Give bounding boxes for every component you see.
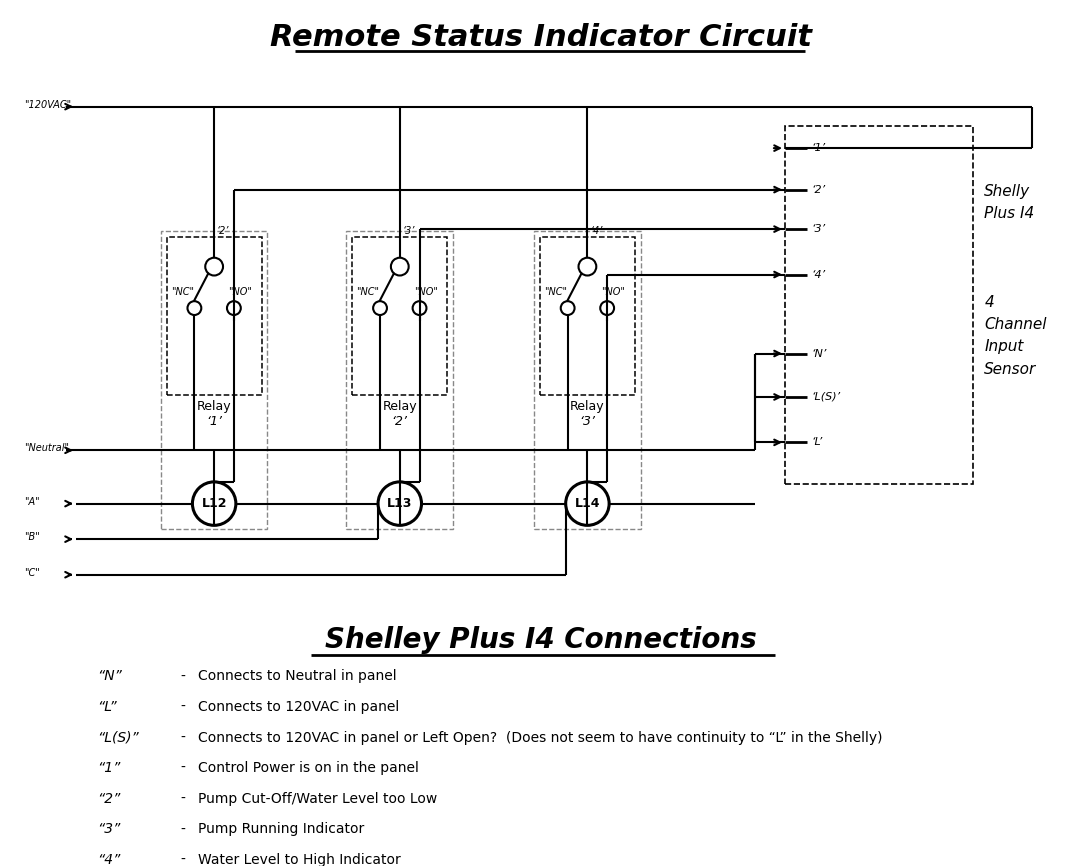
- Text: -: -: [181, 823, 185, 837]
- Text: ‘2’: ‘2’: [812, 184, 826, 195]
- Text: "B": "B": [25, 533, 40, 542]
- Text: “L(S)”: “L(S)”: [97, 731, 139, 745]
- Text: "120VAC": "120VAC": [25, 100, 71, 110]
- Text: ‘L’: ‘L’: [812, 437, 823, 448]
- Text: ‘3’: ‘3’: [812, 224, 826, 234]
- Text: Remote Status Indicator Circuit: Remote Status Indicator Circuit: [269, 23, 812, 52]
- Text: Water Level to High Indicator: Water Level to High Indicator: [198, 853, 401, 866]
- Text: “N”: “N”: [97, 669, 122, 683]
- Text: "NO": "NO": [601, 288, 625, 297]
- Text: Relay: Relay: [570, 400, 604, 413]
- Text: “1”: “1”: [97, 761, 121, 775]
- Text: Shelley Plus I4 Connections: Shelley Plus I4 Connections: [324, 626, 757, 654]
- Text: -: -: [181, 700, 185, 714]
- Text: Relay: Relay: [383, 400, 417, 413]
- Text: ‘2’: ‘2’: [217, 226, 229, 236]
- Text: ‘N’: ‘N’: [812, 348, 827, 359]
- Text: ‘4’: ‘4’: [590, 226, 603, 236]
- Text: “2”: “2”: [97, 792, 121, 806]
- Text: Pump Running Indicator: Pump Running Indicator: [198, 823, 364, 837]
- Text: -: -: [181, 853, 185, 866]
- Text: Connects to 120VAC in panel or Left Open?  (Does not seem to have continuity to : Connects to 120VAC in panel or Left Open…: [198, 731, 883, 745]
- Text: -: -: [181, 731, 185, 745]
- Text: L12: L12: [201, 497, 227, 510]
- Text: -: -: [181, 669, 185, 683]
- Text: ‘2’: ‘2’: [391, 415, 408, 428]
- Text: “L”: “L”: [97, 700, 118, 714]
- Text: Pump Cut-Off/Water Level too Low: Pump Cut-Off/Water Level too Low: [198, 792, 438, 806]
- Text: "NO": "NO": [414, 288, 438, 297]
- Text: "NC": "NC": [544, 288, 566, 297]
- Text: ‘3’: ‘3’: [403, 226, 415, 236]
- Text: “4”: “4”: [97, 853, 121, 866]
- Text: L14: L14: [575, 497, 600, 510]
- Text: "A": "A": [25, 496, 40, 507]
- Text: "NC": "NC": [357, 288, 379, 297]
- Text: "NC": "NC": [171, 288, 193, 297]
- Text: -: -: [181, 761, 185, 775]
- Text: -: -: [181, 792, 185, 806]
- Text: Shelly
Plus I4: Shelly Plus I4: [985, 184, 1035, 221]
- Text: ‘L(S)’: ‘L(S)’: [812, 392, 841, 402]
- Text: "C": "C": [25, 568, 40, 578]
- Text: L13: L13: [387, 497, 413, 510]
- Text: ‘1’: ‘1’: [812, 143, 826, 153]
- Text: Control Power is on in the panel: Control Power is on in the panel: [198, 761, 419, 775]
- Text: "NO": "NO": [228, 288, 252, 297]
- Text: Relay: Relay: [197, 400, 231, 413]
- Text: ‘1’: ‘1’: [206, 415, 222, 428]
- Text: Connects to Neutral in panel: Connects to Neutral in panel: [198, 669, 397, 683]
- Text: 4
Channel
Input
Sensor: 4 Channel Input Sensor: [985, 295, 1046, 377]
- Text: "Neutral": "Neutral": [25, 443, 69, 453]
- Text: ‘4’: ‘4’: [812, 269, 826, 280]
- Text: “3”: “3”: [97, 823, 121, 837]
- Text: Connects to 120VAC in panel: Connects to 120VAC in panel: [198, 700, 400, 714]
- Text: ‘3’: ‘3’: [579, 415, 596, 428]
